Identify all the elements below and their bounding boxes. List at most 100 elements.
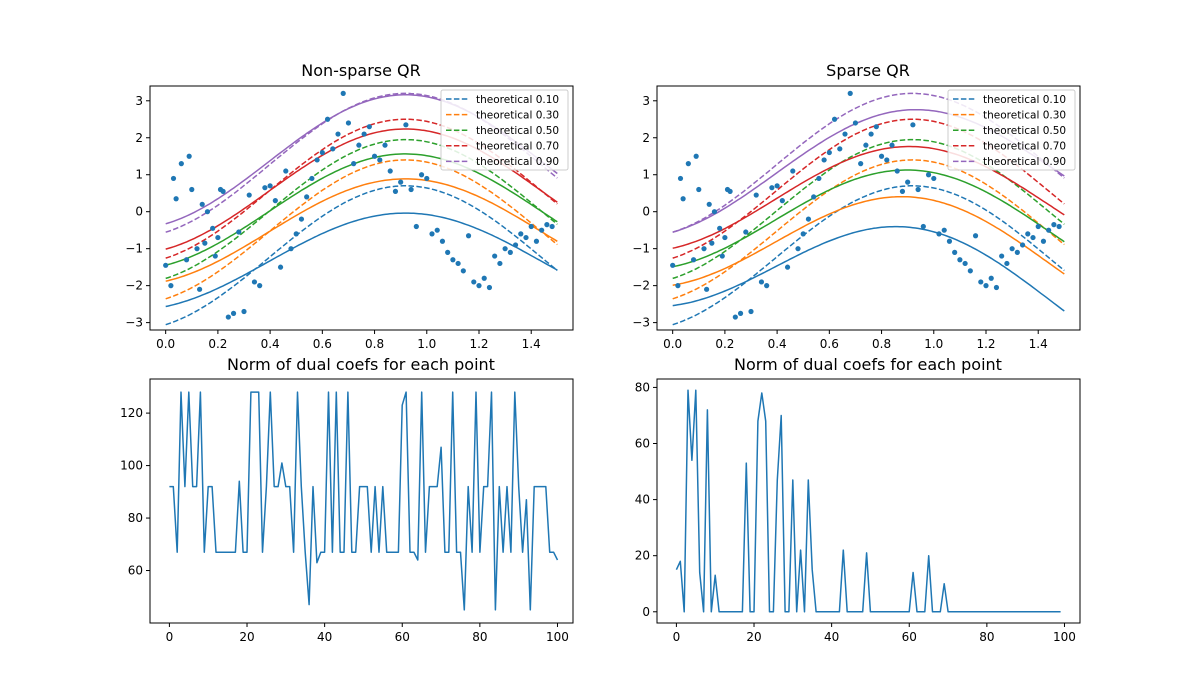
- legend-frame: [440, 89, 569, 171]
- y-tick-label: −3: [125, 316, 143, 330]
- fitted-quantile-line: [165, 178, 558, 282]
- data-point: [251, 279, 258, 285]
- legend-entry: theoretical 0.30: [983, 109, 1066, 121]
- plot-frame: [656, 378, 1081, 624]
- data-point: [189, 186, 195, 193]
- data-point: [1004, 260, 1010, 267]
- panel-dual-coefs-nonsparse: Norm of dual coefs for each point 0 20 40 6…: [120, 355, 574, 644]
- data-point: [831, 116, 838, 122]
- data-point: [753, 192, 759, 198]
- data-point: [704, 286, 710, 292]
- y-tick-label: 1: [135, 168, 143, 182]
- y-tick-label: −2: [632, 279, 650, 293]
- data-point: [1019, 242, 1026, 248]
- data-point: [371, 153, 378, 159]
- y-tick-label: 80: [128, 511, 143, 525]
- data-point: [288, 246, 294, 252]
- y-tick-label: 2: [642, 131, 650, 145]
- data-point: [335, 131, 341, 137]
- x-tick-label: 0.2: [208, 337, 227, 351]
- data-point: [330, 146, 336, 152]
- y-tick-label: −1: [125, 242, 143, 256]
- data-point: [946, 238, 953, 244]
- data-point: [199, 201, 205, 207]
- data-point: [988, 275, 994, 281]
- y-tick-label: 40: [635, 493, 650, 507]
- data-point: [1051, 222, 1057, 228]
- y-tick-label: 0: [135, 205, 143, 219]
- panel-title: Norm of dual coefs for each point: [227, 355, 495, 374]
- y-tick-label: 0: [642, 605, 650, 619]
- fitted-quantile-line: [165, 153, 558, 266]
- data-point: [696, 186, 702, 193]
- data-point: [743, 229, 749, 235]
- x-tick-label: 0.2: [715, 337, 734, 351]
- x-tick-label: 0.0: [156, 337, 175, 351]
- data-point: [309, 175, 315, 182]
- x-tick-label: 0.4: [768, 337, 787, 351]
- data-point: [936, 231, 942, 237]
- data-point: [408, 186, 414, 193]
- plot-frame: [656, 85, 1081, 331]
- data-point: [1056, 223, 1062, 230]
- plot-frame: [149, 378, 574, 624]
- legend: theoretical 0.10 theoretical 0.30 theoreti…: [947, 89, 1076, 171]
- data-point: [709, 240, 715, 246]
- data-point: [356, 142, 362, 148]
- data-point: [837, 146, 843, 152]
- x-tick-label: 0.4: [261, 337, 280, 351]
- data-point: [852, 120, 859, 126]
- theoretical-quantile-line: [165, 159, 558, 300]
- data-point: [732, 314, 738, 320]
- data-point: [826, 149, 832, 156]
- data-point: [910, 122, 916, 128]
- data-point: [769, 185, 775, 191]
- y-tick-label: −1: [632, 242, 650, 256]
- data-point: [429, 231, 435, 237]
- data-point: [502, 246, 508, 252]
- data-point: [361, 131, 367, 137]
- data-point: [1030, 234, 1036, 241]
- data-point: [1014, 249, 1020, 255]
- data-point: [539, 227, 545, 233]
- x-tick-label: 0: [673, 630, 681, 644]
- x-tick-label: 0.8: [365, 337, 384, 351]
- data-point: [925, 172, 932, 178]
- data-point: [722, 234, 728, 241]
- data-point: [811, 194, 817, 200]
- data-point: [283, 168, 289, 174]
- data-point: [366, 124, 372, 130]
- data-point: [544, 222, 550, 228]
- data-point: [398, 179, 404, 185]
- data-point: [225, 314, 231, 320]
- data-point: [262, 185, 268, 191]
- legend-entry: theoretical 0.50: [476, 125, 559, 137]
- data-point: [507, 249, 513, 255]
- data-point: [450, 257, 456, 263]
- data-point: [382, 142, 388, 148]
- data-point: [512, 242, 519, 248]
- data-point: [518, 231, 524, 237]
- x-tick-label: 20: [239, 630, 254, 644]
- y-tick-label: −3: [632, 316, 650, 330]
- data-point: [693, 153, 699, 159]
- data-point: [821, 157, 827, 163]
- data-point: [873, 124, 879, 130]
- data-point: [962, 260, 968, 267]
- data-point: [863, 142, 869, 148]
- legend-frame: [947, 89, 1076, 171]
- fitted-quantile-line: [672, 195, 1065, 286]
- data-point: [868, 131, 874, 137]
- x-tick-label: 1.4: [522, 337, 541, 351]
- legend-entry: theoretical 0.90: [983, 156, 1066, 168]
- data-point: [277, 264, 284, 270]
- y-tick-label: −2: [125, 279, 143, 293]
- data-point: [272, 198, 278, 204]
- dual-coef-norm-line: [675, 389, 1061, 613]
- data-point: [915, 186, 921, 193]
- data-point: [677, 175, 684, 182]
- legend: theoretical 0.10 theoretical 0.30 theoreti…: [440, 89, 569, 171]
- x-tick-label: 40: [317, 630, 332, 644]
- data-point: [816, 175, 822, 182]
- data-point: [212, 253, 218, 259]
